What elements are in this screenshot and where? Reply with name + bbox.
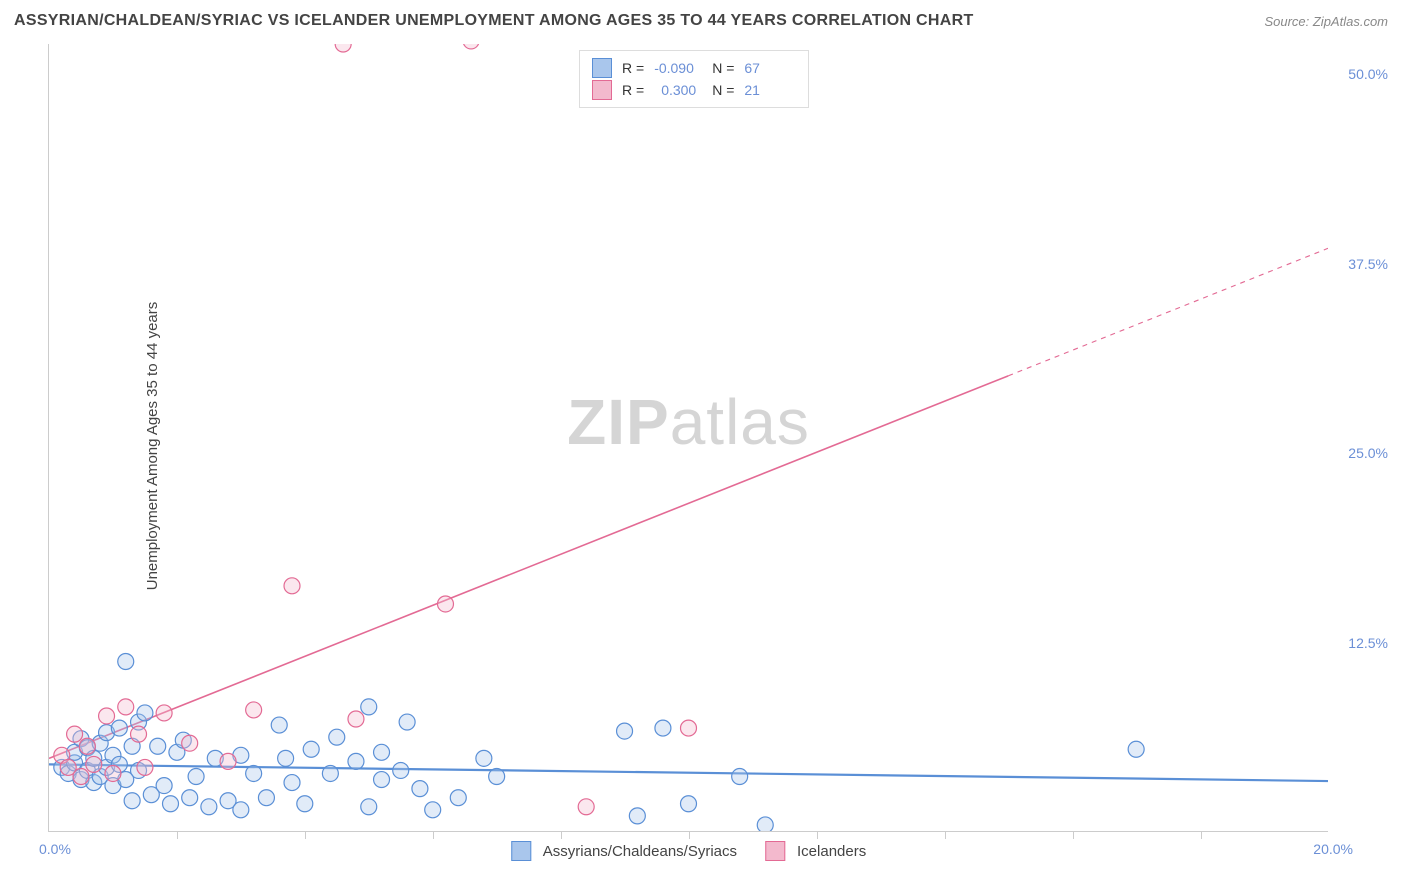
correlation-legend: R = -0.090 N = 67 R = 0.300 N = 21: [579, 50, 809, 108]
x-tick-mark: [689, 831, 690, 839]
plot-svg: [49, 44, 1328, 831]
chart-container: ASSYRIAN/CHALDEAN/SYRIAC VS ICELANDER UN…: [0, 0, 1406, 892]
x-tick-mark: [817, 831, 818, 839]
legend-label-series1: Icelanders: [797, 843, 866, 860]
legend-row-series1: R = 0.300 N = 21: [592, 79, 796, 101]
x-tick-label-max: 20.0%: [1313, 841, 1353, 857]
legend-item-series0: Assyrians/Chaldeans/Syriacs: [511, 841, 737, 861]
legend-row-series0: R = -0.090 N = 67: [592, 57, 796, 79]
chart-title: ASSYRIAN/CHALDEAN/SYRIAC VS ICELANDER UN…: [14, 12, 974, 30]
x-tick-mark: [561, 831, 562, 839]
x-tick-mark: [177, 831, 178, 839]
x-tick-mark: [433, 831, 434, 839]
plot-area: ZIPatlas R = -0.090 N = 67 R = 0.300 N =…: [48, 44, 1328, 832]
y-tick-label: 12.5%: [1348, 635, 1388, 651]
x-tick-mark: [945, 831, 946, 839]
swatch-series1: [592, 80, 612, 100]
swatch-series0: [592, 58, 612, 78]
source-attribution: Source: ZipAtlas.com: [1264, 14, 1388, 29]
x-tick-label-min: 0.0%: [39, 841, 71, 857]
legend-item-series1: Icelanders: [765, 841, 866, 861]
watermark: ZIPatlas: [567, 385, 810, 459]
x-tick-mark: [305, 831, 306, 839]
x-tick-mark: [1073, 831, 1074, 839]
legend-label-series0: Assyrians/Chaldeans/Syriacs: [543, 843, 737, 860]
y-tick-label: 50.0%: [1348, 66, 1388, 82]
y-tick-label: 37.5%: [1348, 256, 1388, 272]
swatch-series1-bottom: [765, 841, 785, 861]
x-tick-mark: [1201, 831, 1202, 839]
y-tick-label: 25.0%: [1348, 445, 1388, 461]
swatch-series0-bottom: [511, 841, 531, 861]
series-legend: Assyrians/Chaldeans/Syriacs Icelanders: [511, 841, 866, 861]
